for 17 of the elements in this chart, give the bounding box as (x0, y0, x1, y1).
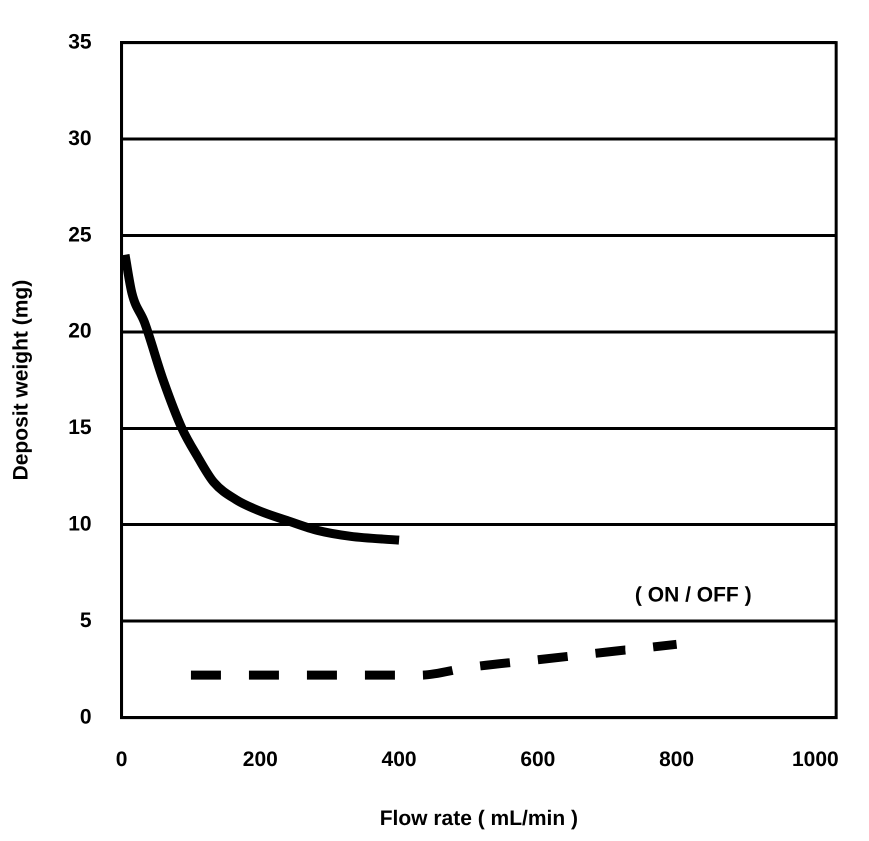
x-tick-label: 600 (520, 748, 556, 771)
y-tick-label: 30 (68, 126, 92, 150)
x-tick-label: 0 (116, 748, 128, 771)
y-tick-label: 35 (68, 30, 92, 54)
y-tick-label: 10 (68, 512, 92, 536)
x-tick-label: 200 (242, 748, 278, 771)
y-tick-label: 20 (68, 320, 92, 343)
x-tick-label: 1000 (792, 748, 839, 771)
y-tick-label: 25 (68, 223, 92, 246)
y-tick-label: 15 (68, 416, 92, 440)
y-axis-title: Deposit weight (mg) (9, 280, 32, 480)
text: ( ON / OFF ) (634, 584, 752, 607)
x-axis-title: Flow rate ( mL/min ) (380, 807, 578, 830)
y-tick-label: 5 (80, 608, 92, 632)
x-tick-label: 400 (382, 748, 417, 771)
x-tick-label: 800 (659, 748, 694, 771)
y-tick-label: 0 (80, 705, 92, 728)
